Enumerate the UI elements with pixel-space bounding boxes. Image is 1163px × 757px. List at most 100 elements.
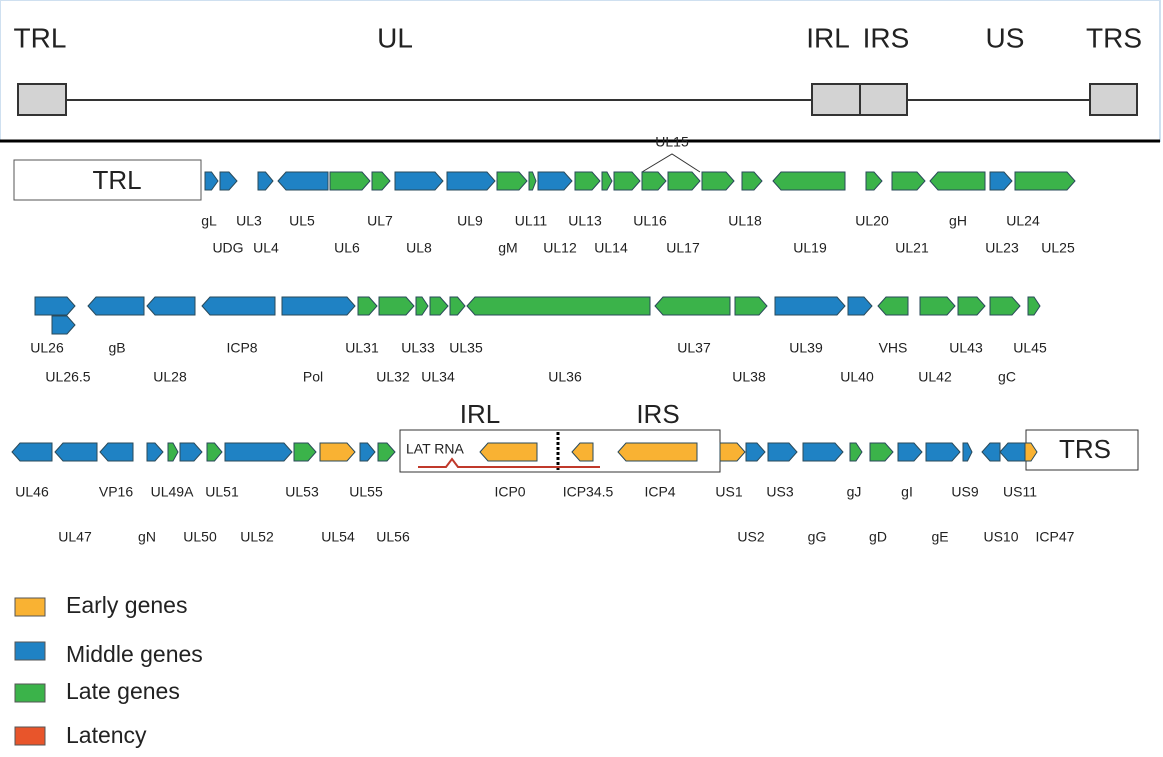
gene-arrow [745, 442, 766, 462]
gene-arrow [204, 171, 219, 191]
box-label: TRS [1059, 434, 1111, 464]
gene-arrow [51, 315, 76, 335]
legend-swatch [14, 683, 46, 703]
gene-arrow [479, 442, 538, 462]
gene-arrow [667, 171, 701, 191]
gene-arrow [919, 296, 956, 316]
gene-label: UL14 [594, 240, 628, 256]
gene-label: UL5 [289, 213, 315, 229]
gene-arrow [99, 442, 134, 462]
gene-label: UL21 [895, 240, 929, 256]
gene-label: UL54 [321, 529, 355, 545]
gene-label: UL37 [677, 340, 711, 356]
gene-arrow [359, 442, 376, 462]
legend-label: Middle genes [66, 641, 203, 667]
gene-arrow [701, 171, 735, 191]
gene-arrow [224, 442, 293, 462]
legend-label: Latency [66, 722, 147, 748]
gene-label: UL13 [568, 213, 602, 229]
gene-label: gE [931, 529, 948, 545]
gene-label: UL55 [349, 484, 383, 500]
gene-arrow [849, 442, 863, 462]
gene-arrow [281, 296, 356, 316]
gene-label: US11 [1003, 484, 1037, 500]
gene-arrow [774, 296, 846, 316]
gene-label: UL7 [367, 213, 393, 229]
gene-label: UL12 [543, 240, 577, 256]
gene-arrow [654, 296, 731, 316]
legend-label: Early genes [66, 592, 187, 618]
genome-panel [0, 0, 1161, 142]
gene-label: gB [108, 340, 125, 356]
gene-arrow [329, 171, 371, 191]
gene-arrow [466, 296, 651, 316]
gene-label: UL24 [1006, 213, 1040, 229]
gene-arrow [989, 171, 1013, 191]
gene-label: UL46 [15, 484, 49, 500]
gene-label: UL43 [949, 340, 983, 356]
gene-arrow [981, 442, 1001, 462]
gene-arrow [925, 442, 961, 462]
gene-arrow [11, 442, 53, 462]
gene-label: UL42 [918, 369, 952, 385]
gene-arrow [415, 296, 429, 316]
gene-arrow [446, 171, 496, 191]
gene-label: UL39 [789, 340, 823, 356]
trl-box [17, 83, 67, 116]
gene-arrow [257, 171, 274, 191]
lat-rna [418, 457, 600, 468]
gene-arrow [206, 442, 223, 462]
gene-label: ICP47 [1036, 529, 1075, 545]
gene-label: UL49A [151, 484, 194, 500]
region-label: US [986, 22, 1025, 53]
gene-label: gL [201, 213, 217, 229]
gene-arrow [146, 442, 164, 462]
gene-label: UL4 [253, 240, 279, 256]
gene-arrow [378, 296, 415, 316]
gene-arrow [1027, 296, 1041, 316]
gene-label: US2 [737, 529, 764, 545]
box-label: TRL [92, 165, 141, 195]
gene-label: UL31 [345, 340, 379, 356]
legend-label: Late genes [66, 678, 180, 704]
box-label: IRL [460, 399, 500, 429]
gene-arrow [1014, 171, 1076, 191]
gene-label: UL9 [457, 213, 483, 229]
gene-arrow [201, 296, 276, 316]
gene-label: UL25 [1041, 240, 1075, 256]
gene-arrow [87, 296, 145, 316]
gene-label: UL33 [401, 340, 435, 356]
gene-arrow [394, 171, 444, 191]
gene-label: US10 [983, 529, 1018, 545]
box-label: IRS [636, 399, 679, 429]
gene-arrow [865, 171, 883, 191]
region-label: UL [377, 22, 413, 53]
gene-label: Pol [303, 369, 323, 385]
gene-label: VHS [879, 340, 908, 356]
gene-arrow [377, 442, 396, 462]
gene-label: UL56 [376, 529, 410, 545]
gene-arrow [734, 296, 768, 316]
gene-label: UL11 [515, 213, 548, 229]
legend-swatch [14, 641, 46, 661]
gene-arrow [802, 442, 844, 462]
gene-label: gM [498, 240, 517, 256]
gene-arrow [847, 296, 873, 316]
gene-arrow [496, 171, 528, 191]
gene-label: UL47 [58, 529, 92, 545]
gene-label: UL28 [153, 369, 187, 385]
gene-arrow [989, 296, 1021, 316]
irs-box [859, 83, 908, 116]
gene-label: VP16 [99, 484, 133, 500]
gene-arrow [357, 296, 378, 316]
trs-box [1089, 83, 1138, 116]
gene-arrow [54, 442, 98, 462]
gene-label: UL34 [421, 369, 455, 385]
gene-label: UL51 [205, 484, 239, 500]
gene-arrow [219, 171, 238, 191]
gene-label: gD [869, 529, 887, 545]
gene-label: ICP8 [226, 340, 257, 356]
gene-arrow [1024, 442, 1038, 462]
gene-label: UL53 [285, 484, 319, 500]
